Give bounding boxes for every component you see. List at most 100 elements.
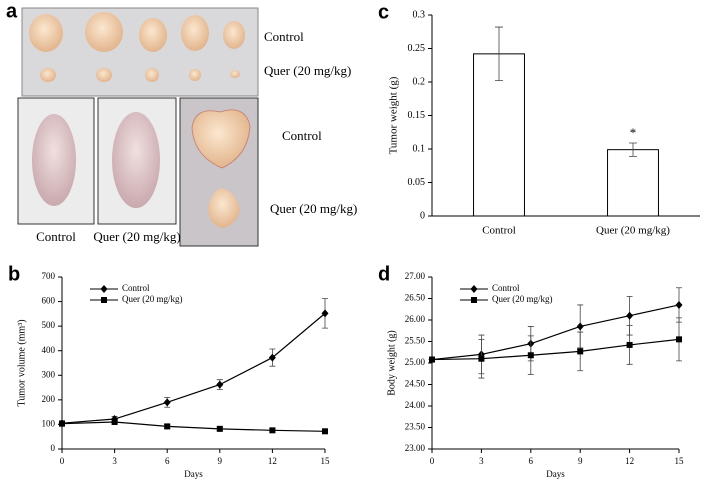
legend-label: Control <box>122 283 150 293</box>
legend-marker <box>471 297 477 303</box>
tumor <box>230 70 240 78</box>
annotation: * <box>630 125 637 140</box>
panel-letter: b <box>8 263 20 285</box>
photo-label: Control <box>282 128 322 143</box>
marker <box>675 300 683 309</box>
tumor <box>181 15 209 51</box>
y-tick-label: 23.50 <box>405 422 426 432</box>
error-bar <box>629 142 637 157</box>
x-tick-label: 6 <box>165 456 170 466</box>
photo-label: Quer (20 mg/kg) <box>264 63 351 78</box>
marker <box>268 353 276 362</box>
y-tick-label: 24.50 <box>405 379 426 389</box>
marker <box>269 427 276 434</box>
y-tick-label: 0 <box>51 443 56 453</box>
tumor <box>139 18 167 52</box>
photo-label: Quer (20 mg/kg) <box>93 229 180 244</box>
x-tick-label: 9 <box>218 456 223 466</box>
photo-tumors <box>21 7 259 97</box>
x-tick-label: 12 <box>625 456 634 466</box>
marker <box>216 380 224 389</box>
marker <box>321 309 329 318</box>
error-bar <box>495 26 503 82</box>
y-tick-label: 400 <box>42 345 56 355</box>
legend-label: Quer (20 mg/kg) <box>122 294 183 304</box>
y-tick-label: 0.2 <box>413 76 426 87</box>
x-tick-label: 9 <box>578 456 583 466</box>
y-tick-label: 700 <box>42 271 56 281</box>
y-tick-label: 0.25 <box>408 43 426 54</box>
y-tick-label: 24.00 <box>405 400 426 410</box>
x-tick-label: 6 <box>529 456 534 466</box>
tumor <box>40 68 56 82</box>
y-tick-label: 23.00 <box>405 443 426 453</box>
tumor <box>145 68 159 82</box>
y-tick-label: 26.50 <box>405 293 426 303</box>
y-tick-label: 500 <box>42 320 56 330</box>
y-tick-label: 27.00 <box>405 271 426 281</box>
marker <box>478 355 485 362</box>
marker <box>626 341 633 348</box>
marker <box>626 311 634 320</box>
legend-marker <box>470 285 478 293</box>
tumor <box>189 69 201 81</box>
marker <box>577 348 584 355</box>
x-tick-label: Quer (20 mg/kg) <box>596 225 670 237</box>
tumor <box>191 109 251 169</box>
y-axis-label: Tumor volume (mm³) <box>16 319 27 406</box>
y-tick-label: 0.3 <box>413 9 426 20</box>
photo-label: Quer (20 mg/kg) <box>270 201 357 216</box>
panel-letter: a <box>6 0 18 22</box>
marker <box>164 423 171 430</box>
y-tick-label: 0.05 <box>408 177 426 188</box>
marker <box>322 428 328 435</box>
photo-label: Control <box>36 229 76 244</box>
y-axis-label: Tumor weight (g) <box>388 76 400 154</box>
x-tick-label: 3 <box>479 456 484 466</box>
y-tick-label: 0.1 <box>413 143 426 154</box>
y-tick-label: 600 <box>42 296 56 306</box>
marker <box>429 356 435 363</box>
marker <box>576 322 584 331</box>
x-tick-label: 0 <box>60 456 65 466</box>
y-tick-label: 200 <box>42 394 56 404</box>
photo-panel <box>17 7 259 247</box>
panel-letter: d <box>378 263 390 285</box>
x-tick-label: Control <box>482 225 516 237</box>
y-tick-label: 100 <box>42 418 56 428</box>
marker <box>59 420 65 427</box>
tumor <box>29 14 63 52</box>
y-tick-label: 25.00 <box>405 357 426 367</box>
y-tick-label: 25.50 <box>405 336 426 346</box>
series-line <box>61 312 326 424</box>
legend-marker <box>100 285 108 293</box>
marker <box>111 418 118 425</box>
marker <box>216 425 223 432</box>
marker <box>527 352 534 359</box>
mouse <box>112 112 160 208</box>
series-line <box>431 338 680 361</box>
tumor <box>96 68 112 82</box>
x-tick-label: 15 <box>675 456 685 466</box>
series-line <box>431 304 680 361</box>
y-tick-label: 0 <box>420 210 425 221</box>
bar <box>607 149 659 217</box>
series-line <box>61 421 326 432</box>
x-axis-label: Days <box>184 469 203 479</box>
x-tick-label: 15 <box>321 456 331 466</box>
y-tick-label: 26.00 <box>405 314 426 324</box>
marker <box>163 398 171 407</box>
mouse <box>32 114 76 206</box>
legend-label: Quer (20 mg/kg) <box>492 294 553 304</box>
x-axis-label: Days <box>546 469 565 479</box>
x-tick-label: 12 <box>268 456 277 466</box>
marker <box>676 336 682 343</box>
legend-label: Control <box>492 283 520 293</box>
legend-marker <box>101 297 107 303</box>
photo-label: Control <box>264 29 304 44</box>
tumor <box>85 12 123 52</box>
tumor <box>223 21 245 49</box>
x-tick-label: 3 <box>112 456 117 466</box>
tumor <box>208 188 240 228</box>
